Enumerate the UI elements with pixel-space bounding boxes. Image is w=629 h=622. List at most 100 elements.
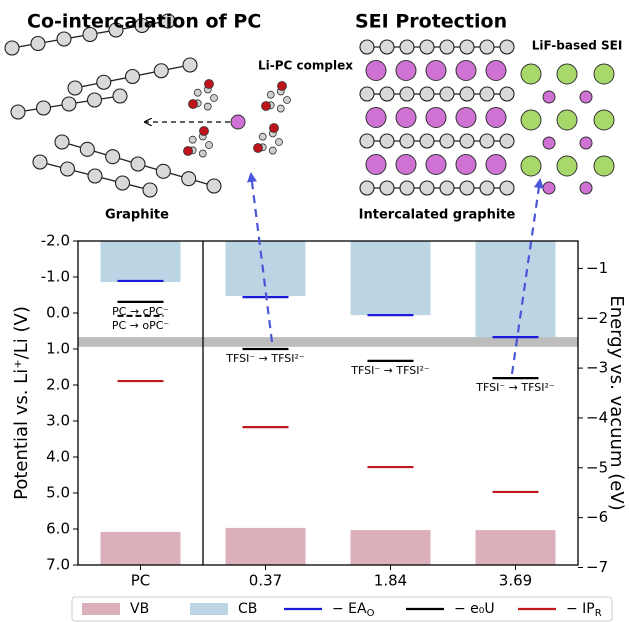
carbon-atom <box>87 168 103 184</box>
y2-axis-label: Energy vs. vacuum (eV) <box>606 295 627 510</box>
carbon-atom <box>419 180 435 196</box>
carbon-atom <box>359 133 375 149</box>
x-tick-label: 3.69 <box>499 572 532 590</box>
legend-label: − IPR <box>566 601 602 619</box>
carbon-atom <box>181 171 197 187</box>
y-tick-label: 6.0 <box>46 520 70 538</box>
carbon-atom <box>399 86 415 102</box>
legend-label-text: − IP <box>566 601 595 617</box>
carbon-atom <box>59 161 76 177</box>
carbon-atom <box>439 133 455 149</box>
carbon-atom <box>35 100 52 116</box>
plot: PC → cPC⁻PC → oPC⁻ TFSI⁻ → TFSI²⁻ TFSI⁻ → … <box>41 232 613 622</box>
pc-atom <box>193 88 202 97</box>
x-tick-label: 1.84 <box>374 572 407 590</box>
annotation: TFSI⁻ → TFSI²⁻ <box>350 364 430 377</box>
pc-atom <box>275 138 283 146</box>
y-tick-label: -1.0 <box>41 268 70 286</box>
lithium-ion <box>395 154 417 175</box>
schematic-title: SEI Protection <box>355 11 507 33</box>
y-axis-label: Potential vs. Li⁺/Li (V) <box>11 306 32 500</box>
carbon-atom <box>30 35 46 52</box>
legend-label-subscript: R <box>595 608 602 619</box>
lif-particle <box>593 109 615 131</box>
oxygen-atom <box>261 101 271 111</box>
lithium-ion <box>365 60 387 81</box>
bar <box>350 241 431 316</box>
y-tick-label: 7.0 <box>46 556 70 574</box>
y-tick-label: 5.0 <box>46 484 70 502</box>
lithium-ion <box>455 107 477 128</box>
plot-frame <box>77 240 579 566</box>
carbon-atom <box>4 40 20 56</box>
lif-particle <box>556 155 578 177</box>
carbon-atom <box>459 180 475 196</box>
carbon-atom <box>82 26 98 43</box>
pc-atom <box>203 102 212 111</box>
carbon-atom <box>56 31 72 47</box>
carbon-atom <box>359 180 375 196</box>
pc-atom <box>266 90 275 99</box>
carbon-atom <box>182 57 198 73</box>
carbon-atom <box>67 80 83 96</box>
carbon-atom <box>124 68 141 85</box>
lithium-ion <box>365 154 387 175</box>
lithium-ion <box>365 107 387 128</box>
carbon-atom <box>61 96 77 112</box>
y-tick-label: 4.0 <box>46 448 70 466</box>
lithium-ion <box>425 154 447 175</box>
x-tick-label: 0.37 <box>249 572 282 590</box>
y-tick-label: 0.0 <box>46 304 70 322</box>
legend-label-text: − e₀U <box>454 601 495 617</box>
carbon-atom <box>96 74 112 90</box>
oxygen-atom <box>277 81 287 91</box>
carbon-atom <box>379 133 395 149</box>
lithium-ion <box>579 181 593 195</box>
lif-particle <box>520 155 542 177</box>
bar <box>475 241 556 338</box>
y2-tick-label: −3 <box>586 359 608 377</box>
carbon-atom <box>479 39 495 55</box>
bar <box>225 241 306 297</box>
reference-band <box>78 337 578 347</box>
y2-tick-label: −4 <box>586 408 608 426</box>
arrow <box>247 172 274 343</box>
carbon-atom <box>399 133 415 149</box>
legend-label: CB <box>238 601 257 617</box>
carbon-atom <box>108 22 124 38</box>
carbon-atom <box>379 86 395 102</box>
carbon-atom <box>439 39 455 55</box>
bar <box>225 527 306 565</box>
lithium-ion <box>542 90 556 104</box>
lithium-ion <box>485 60 507 81</box>
carbon-atom <box>399 180 415 196</box>
carbon-atom <box>459 39 475 55</box>
annotation: PC → cPC⁻ <box>112 305 169 318</box>
schematic-caption: Intercalated graphite <box>359 208 516 223</box>
schematic <box>4 13 615 198</box>
lithium-ion <box>455 60 477 81</box>
legend-label-subscript: O <box>367 608 375 619</box>
carbon-atom <box>130 156 146 172</box>
carbon-atom <box>379 180 395 196</box>
y2-tick-label: −2 <box>586 309 608 327</box>
lithium-ion <box>485 107 507 128</box>
carbon-atom <box>114 175 131 191</box>
y2-tick-label: −1 <box>586 259 608 277</box>
carbon-atom <box>86 92 103 108</box>
y2-tick-label: −7 <box>586 558 608 576</box>
legend-label-text: VB <box>130 601 149 617</box>
lif-particle <box>556 109 578 131</box>
y-tick-label: -2.0 <box>41 232 70 250</box>
carbon-atom <box>206 178 222 194</box>
legend-label-text: CB <box>238 601 257 617</box>
sei-label: LiF-based SEI <box>532 39 623 53</box>
annotation: TFSI⁻ → TFSI²⁻ <box>475 381 555 394</box>
carbon-atom <box>359 39 375 55</box>
carbon-atom <box>419 133 435 149</box>
lithium-ion <box>395 107 417 128</box>
lithium-ion <box>425 107 447 128</box>
lithium-ion <box>485 154 507 175</box>
legend-label: − e₀U <box>454 601 495 617</box>
carbon-atom <box>160 13 176 29</box>
